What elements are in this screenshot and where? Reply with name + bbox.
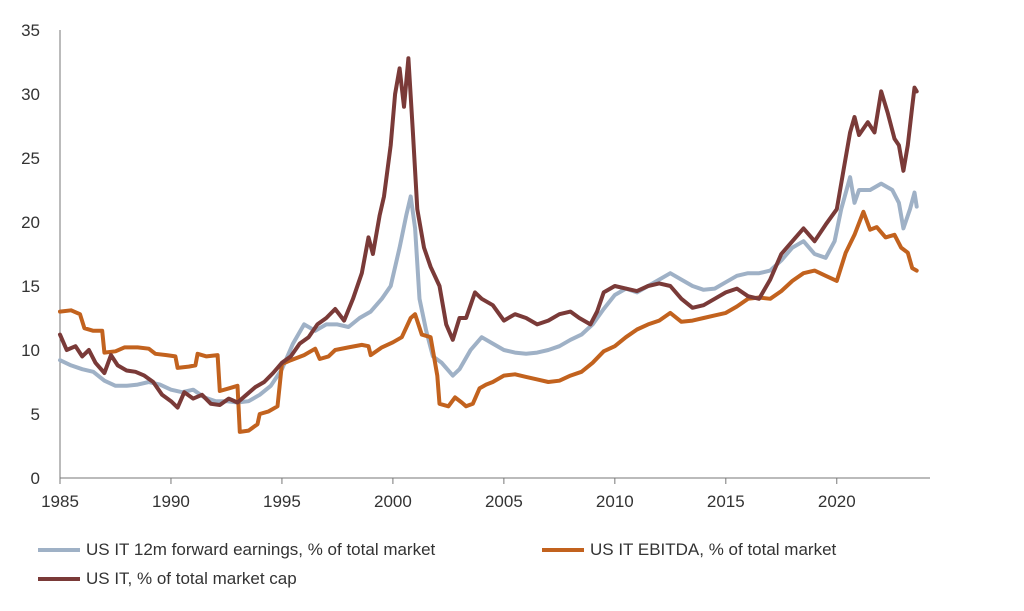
x-tick-label: 2005 <box>485 492 523 511</box>
x-tick-label: 2015 <box>707 492 745 511</box>
series-line-market-cap <box>58 56 919 410</box>
x-tick-label: 1985 <box>41 492 79 511</box>
x-tick-label: 1995 <box>263 492 301 511</box>
series-layer <box>58 56 919 434</box>
legend-swatch-market-cap <box>38 577 80 581</box>
series-line-ebitda <box>58 209 919 434</box>
x-tick-label: 1990 <box>152 492 190 511</box>
legend-label-ebitda: US IT EBITDA, % of total market <box>590 540 837 559</box>
series-line-forward-earnings <box>58 175 919 405</box>
x-tick-label: 2020 <box>818 492 856 511</box>
x-tick-label: 2000 <box>374 492 412 511</box>
x-tick-label: 2010 <box>596 492 634 511</box>
y-tick-label: 20 <box>21 213 40 232</box>
legend-swatch-ebitda <box>542 548 584 552</box>
legend-label-forward-earnings: US IT 12m forward earnings, % of total m… <box>86 540 436 559</box>
legend-swatch-forward-earnings <box>38 548 80 552</box>
y-tick-label: 35 <box>21 21 40 40</box>
y-tick-label: 10 <box>21 341 40 360</box>
y-tick-label: 25 <box>21 149 40 168</box>
y-axis-ticks: 0 5 10 15 20 25 30 35 <box>21 21 40 488</box>
line-chart: 0 5 10 15 20 25 30 35 1985 1990 1995 2000 2005 2010 2… <box>21 21 930 511</box>
legend-item-ebitda: US IT EBITDA, % of total market <box>542 540 836 560</box>
y-tick-label: 5 <box>31 405 40 424</box>
y-tick-label: 15 <box>21 277 40 296</box>
legend-item-forward-earnings: US IT 12m forward earnings, % of total m… <box>38 540 435 560</box>
y-tick-label: 30 <box>21 85 40 104</box>
legend-item-market-cap: US IT, % of total market cap <box>38 569 297 589</box>
legend-label-market-cap: US IT, % of total market cap <box>86 569 297 588</box>
x-axis-ticks: 1985 1990 1995 2000 2005 2010 2015 2020 <box>41 478 856 511</box>
y-tick-label: 0 <box>31 469 40 488</box>
